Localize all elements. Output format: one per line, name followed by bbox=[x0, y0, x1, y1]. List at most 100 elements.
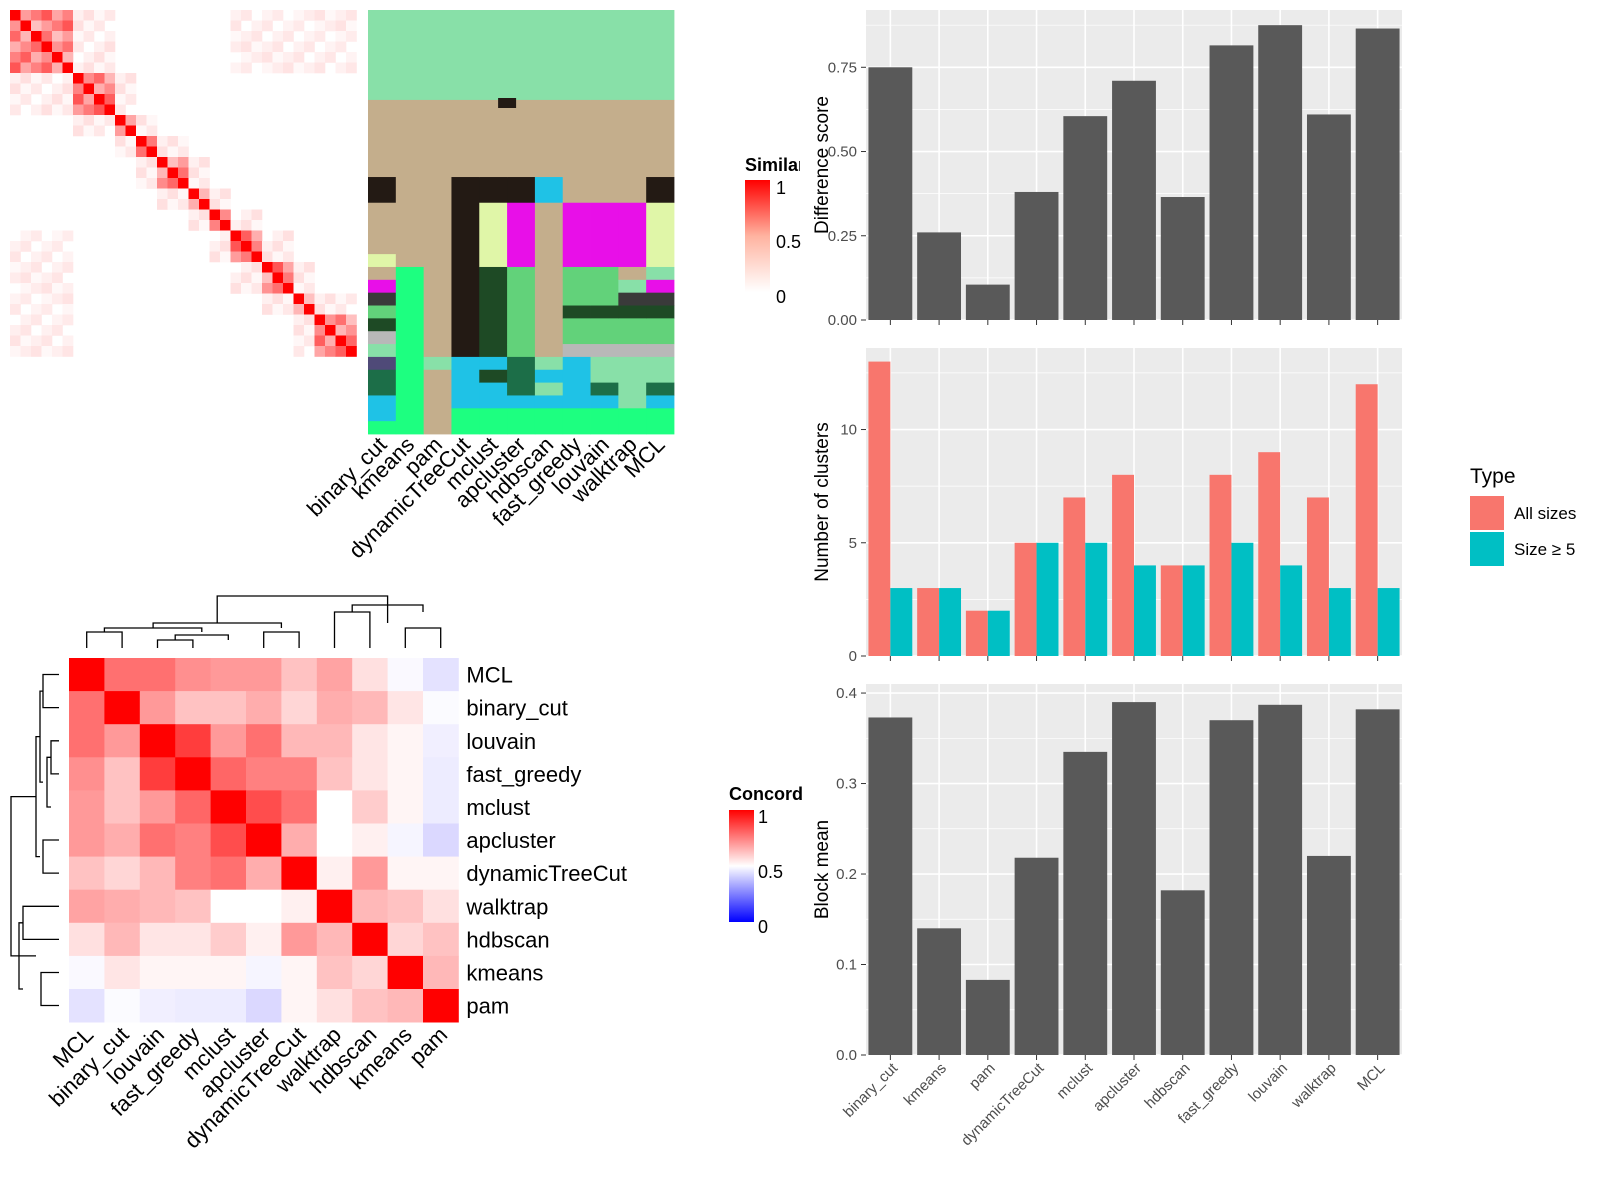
similarity-cell bbox=[146, 146, 158, 158]
similarity-cell bbox=[251, 262, 263, 273]
similarity-cell bbox=[10, 10, 21, 21]
similarity-cell bbox=[304, 31, 315, 42]
similarity-cell bbox=[283, 304, 294, 315]
concordance-cell bbox=[175, 823, 211, 857]
assignment-cell bbox=[479, 177, 508, 204]
similarity-cell bbox=[10, 20, 21, 32]
similarity-cell bbox=[304, 10, 315, 21]
similarity-cell bbox=[346, 10, 357, 21]
assignment-cell bbox=[368, 254, 397, 268]
similarity-cell bbox=[167, 178, 179, 189]
similarity-cell bbox=[178, 167, 189, 179]
similarity-cell bbox=[94, 62, 105, 74]
similarity-cell bbox=[41, 335, 53, 347]
x-tick-label: dynamicTreeCut bbox=[958, 1059, 1048, 1149]
similarity-cell bbox=[314, 20, 326, 32]
similarity-cell bbox=[293, 304, 305, 315]
concordance-cell bbox=[352, 922, 388, 957]
assignment-cell bbox=[534, 10, 564, 101]
similarity-cell bbox=[272, 262, 284, 273]
similarity-cell bbox=[83, 52, 95, 63]
similarity-cell bbox=[325, 304, 336, 315]
assignment-cell bbox=[507, 177, 536, 204]
concordance-cell bbox=[104, 989, 141, 1023]
similarity-cell bbox=[304, 325, 315, 336]
concordance-cell bbox=[352, 790, 388, 824]
similarity-cell bbox=[52, 262, 63, 273]
similarity-cell bbox=[157, 167, 168, 179]
similarity-cell bbox=[52, 62, 63, 74]
assignment-cell bbox=[646, 356, 675, 384]
similarity-cell bbox=[230, 283, 242, 294]
concordance-cell bbox=[387, 823, 424, 857]
assignment-cell bbox=[368, 369, 397, 396]
assignment-cell bbox=[646, 395, 675, 409]
bar bbox=[1209, 474, 1232, 656]
similarity-cell bbox=[83, 73, 95, 84]
similarity-heatmap bbox=[10, 10, 357, 357]
bar-chart-1: 0.00 0.25 0.50 0.75 Difference score bbox=[812, 10, 1402, 329]
similarity-cell bbox=[83, 83, 95, 95]
concordance-cell bbox=[352, 856, 388, 891]
similarity-cell bbox=[241, 62, 252, 74]
similarity-cell bbox=[262, 20, 273, 32]
concordance-cell bbox=[316, 889, 353, 924]
similarity-cell bbox=[304, 41, 315, 53]
bar bbox=[1063, 116, 1108, 320]
concordance-cell bbox=[281, 856, 318, 891]
concordance-cell bbox=[210, 823, 247, 857]
concordance-cell bbox=[104, 823, 141, 857]
similarity-cell bbox=[178, 146, 189, 158]
similarity-cell bbox=[31, 20, 42, 32]
similarity-cell bbox=[62, 335, 74, 347]
similarity-cell bbox=[73, 115, 84, 126]
similarity-cell bbox=[125, 94, 137, 105]
x-tick-label: binary_cut bbox=[840, 1059, 902, 1121]
similarity-cell bbox=[31, 73, 42, 84]
similarity-cell bbox=[125, 136, 137, 147]
similarity-cell bbox=[167, 188, 179, 200]
similarity-cell bbox=[230, 10, 242, 21]
concordance-cell bbox=[210, 724, 247, 758]
similarity-cell bbox=[241, 262, 252, 273]
similarity-cell bbox=[293, 272, 305, 284]
similarity-cell bbox=[94, 52, 105, 63]
bar bbox=[1014, 191, 1059, 320]
assignment-cell bbox=[618, 10, 647, 101]
similarity-cell bbox=[230, 220, 242, 231]
bar bbox=[917, 588, 940, 656]
assignment-cell bbox=[451, 356, 480, 409]
similarity-cell bbox=[178, 199, 189, 210]
bar bbox=[1328, 588, 1351, 656]
assignment-cell bbox=[368, 10, 397, 101]
y-tick-label: 0.1 bbox=[836, 957, 857, 974]
assignment-cell bbox=[507, 99, 536, 178]
similarity-cell bbox=[41, 73, 53, 84]
similarity-cell bbox=[262, 41, 273, 53]
similarity-cell bbox=[115, 83, 126, 95]
similarity-cell bbox=[104, 94, 116, 105]
similarity-cell bbox=[314, 325, 326, 336]
concordance-cell bbox=[210, 790, 247, 824]
concordance-cell bbox=[175, 757, 211, 791]
similarity-cell bbox=[199, 209, 210, 221]
assignment-cell bbox=[479, 266, 508, 358]
similarity-cell bbox=[31, 314, 42, 326]
similarity-cell bbox=[251, 230, 263, 242]
similarity-cell bbox=[283, 52, 294, 63]
y-tick-label: 0.50 bbox=[828, 144, 857, 161]
similarity-cell bbox=[314, 62, 326, 74]
bar bbox=[1160, 197, 1205, 320]
similarity-cell bbox=[199, 188, 210, 200]
concordance-cell bbox=[139, 922, 176, 957]
assignment-cell bbox=[590, 99, 619, 178]
similarity-cell bbox=[251, 41, 263, 53]
assignment-cell bbox=[646, 99, 675, 178]
y-tick-label: 0 bbox=[849, 648, 857, 665]
similarity-cell bbox=[251, 20, 263, 32]
similarity-cell bbox=[325, 10, 336, 21]
x-tick-label: mclust bbox=[1053, 1059, 1096, 1102]
concordance-left-dendrogram-link bbox=[42, 839, 59, 874]
bar bbox=[917, 928, 962, 1055]
assignment-cell bbox=[395, 266, 425, 435]
